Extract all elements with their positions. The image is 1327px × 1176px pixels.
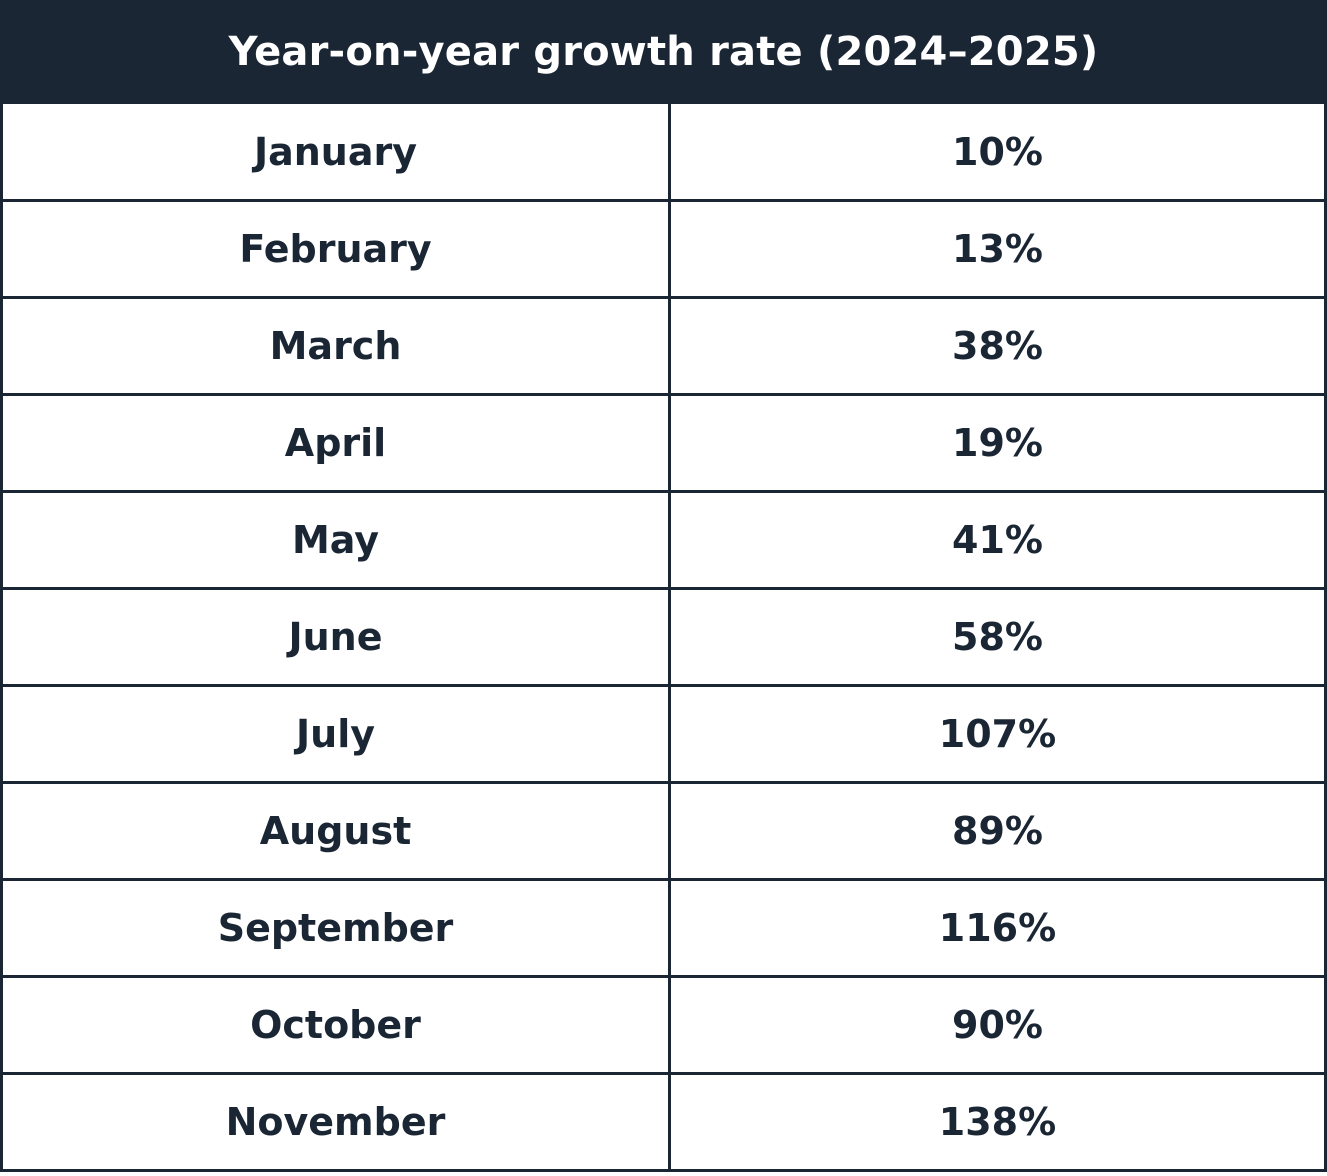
month-cell: September xyxy=(3,881,671,975)
growth-value-cell: 89% xyxy=(952,809,1043,853)
table-row: May 41% xyxy=(3,493,1324,590)
month-cell: November xyxy=(3,1075,671,1169)
growth-value-cell: 107% xyxy=(938,712,1057,756)
table-row: October 90% xyxy=(3,978,1324,1075)
growth-value-cell: 138% xyxy=(938,1100,1057,1144)
table-row: January 10% xyxy=(3,104,1324,202)
table-row: March 38% xyxy=(3,299,1324,396)
table-body: January 10% February 13% March 38% April… xyxy=(0,104,1327,1172)
table-row: June 58% xyxy=(3,590,1324,687)
growth-value-cell: 116% xyxy=(938,906,1057,950)
month-cell: April xyxy=(3,396,671,490)
table-row: July 107% xyxy=(3,687,1324,784)
month-cell: January xyxy=(3,104,671,199)
month-cell: October xyxy=(3,978,671,1072)
growth-value-cell: 58% xyxy=(952,615,1043,659)
growth-value-cell: 13% xyxy=(952,227,1043,271)
table-row: September 116% xyxy=(3,881,1324,978)
growth-value-cell: 90% xyxy=(952,1003,1043,1047)
month-cell: March xyxy=(3,299,671,393)
table-row: August 89% xyxy=(3,784,1324,881)
table-row: April 19% xyxy=(3,396,1324,493)
growth-value-cell: 38% xyxy=(952,324,1043,368)
month-cell: June xyxy=(3,590,671,684)
growth-value-cell: 41% xyxy=(952,518,1043,562)
month-cell: May xyxy=(3,493,671,587)
month-cell: August xyxy=(3,784,671,878)
month-cell: July xyxy=(3,687,671,781)
table-row: February 13% xyxy=(3,202,1324,299)
table-title: Year-on-year growth rate (2024–2025) xyxy=(0,0,1327,104)
growth-value-cell: 10% xyxy=(952,129,1043,174)
month-cell: February xyxy=(3,202,671,296)
table-row: November 138% xyxy=(3,1075,1324,1172)
growth-value-cell: 19% xyxy=(952,421,1043,465)
